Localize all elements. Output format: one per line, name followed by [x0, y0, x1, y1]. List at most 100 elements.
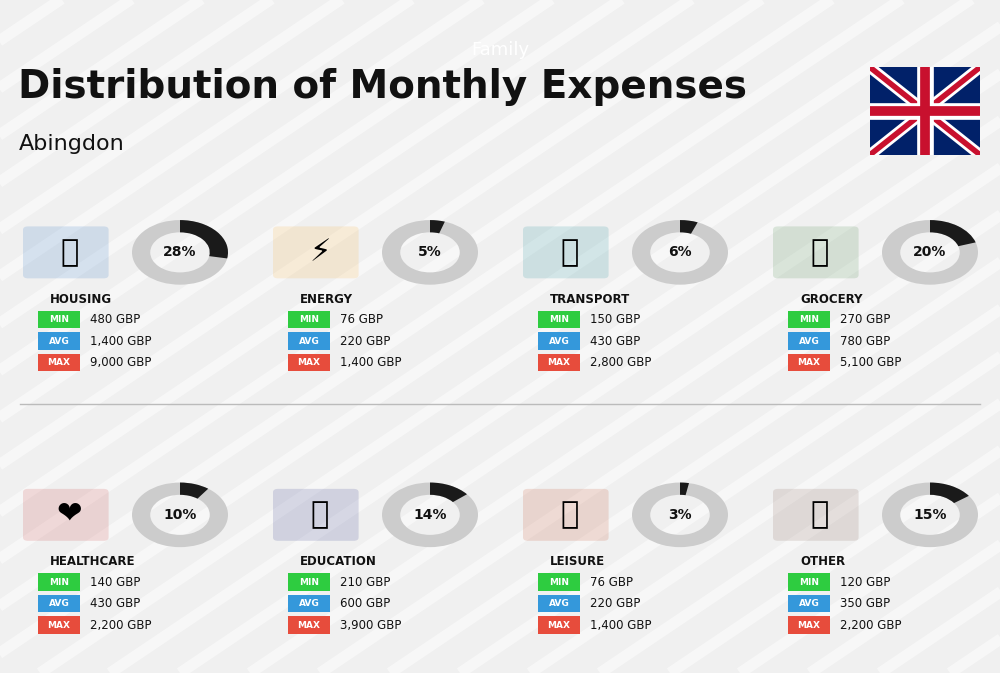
FancyBboxPatch shape — [38, 573, 80, 591]
Text: AVG: AVG — [799, 336, 819, 346]
Wedge shape — [382, 483, 478, 547]
Wedge shape — [132, 220, 228, 285]
Wedge shape — [180, 220, 228, 258]
Text: 1,400 GBP: 1,400 GBP — [590, 618, 652, 632]
Text: Family: Family — [471, 42, 529, 59]
Text: 9,000 GBP: 9,000 GBP — [90, 356, 151, 369]
Wedge shape — [382, 220, 478, 285]
Wedge shape — [430, 220, 445, 234]
Text: 💰: 💰 — [811, 500, 829, 530]
Text: AVG: AVG — [799, 599, 819, 608]
FancyBboxPatch shape — [38, 616, 80, 634]
Text: 220 GBP: 220 GBP — [590, 597, 640, 610]
FancyBboxPatch shape — [538, 595, 580, 612]
Wedge shape — [132, 483, 228, 547]
Text: 6%: 6% — [668, 246, 692, 259]
FancyBboxPatch shape — [788, 311, 830, 328]
FancyBboxPatch shape — [788, 332, 830, 350]
Text: 🛒: 🛒 — [811, 238, 829, 267]
Text: AVG: AVG — [49, 336, 69, 346]
Text: 1,400 GBP: 1,400 GBP — [340, 356, 402, 369]
Text: 780 GBP: 780 GBP — [840, 334, 890, 348]
Text: ENERGY: ENERGY — [300, 293, 353, 306]
Text: 270 GBP: 270 GBP — [840, 313, 890, 326]
Text: 1,400 GBP: 1,400 GBP — [90, 334, 152, 348]
FancyBboxPatch shape — [288, 616, 330, 634]
Text: AVG: AVG — [49, 599, 69, 608]
Text: 2,200 GBP: 2,200 GBP — [840, 618, 902, 632]
Text: MAX: MAX — [298, 621, 320, 630]
FancyBboxPatch shape — [788, 354, 830, 371]
Text: 🎓: 🎓 — [311, 500, 329, 530]
Text: 28%: 28% — [163, 246, 197, 259]
Text: 5%: 5% — [418, 246, 442, 259]
Text: MIN: MIN — [799, 577, 819, 587]
Text: GROCERY: GROCERY — [800, 293, 862, 306]
FancyBboxPatch shape — [773, 489, 859, 541]
FancyBboxPatch shape — [523, 226, 609, 279]
FancyBboxPatch shape — [538, 354, 580, 371]
Text: LEISURE: LEISURE — [550, 555, 605, 569]
Text: MAX: MAX — [798, 358, 820, 367]
Wedge shape — [930, 220, 976, 246]
Text: 2,800 GBP: 2,800 GBP — [590, 356, 651, 369]
FancyBboxPatch shape — [538, 616, 580, 634]
Text: 3,900 GBP: 3,900 GBP — [340, 618, 401, 632]
Text: 120 GBP: 120 GBP — [840, 575, 890, 589]
Wedge shape — [680, 483, 689, 495]
Text: 220 GBP: 220 GBP — [340, 334, 390, 348]
FancyBboxPatch shape — [788, 573, 830, 591]
FancyBboxPatch shape — [523, 489, 609, 541]
Wedge shape — [632, 220, 728, 285]
Text: MIN: MIN — [799, 315, 819, 324]
Text: MAX: MAX — [798, 621, 820, 630]
Wedge shape — [632, 483, 728, 547]
Text: MIN: MIN — [549, 577, 569, 587]
Text: MAX: MAX — [548, 358, 570, 367]
Wedge shape — [930, 483, 969, 503]
Text: 150 GBP: 150 GBP — [590, 313, 640, 326]
Text: MIN: MIN — [299, 315, 319, 324]
FancyBboxPatch shape — [288, 332, 330, 350]
FancyBboxPatch shape — [773, 226, 859, 279]
FancyBboxPatch shape — [38, 354, 80, 371]
Text: Distribution of Monthly Expenses: Distribution of Monthly Expenses — [18, 68, 748, 106]
Text: AVG: AVG — [549, 599, 569, 608]
Text: 430 GBP: 430 GBP — [590, 334, 640, 348]
Text: MIN: MIN — [49, 577, 69, 587]
Text: 🏢: 🏢 — [61, 238, 79, 267]
Text: 140 GBP: 140 GBP — [90, 575, 140, 589]
Text: 15%: 15% — [913, 508, 947, 522]
FancyBboxPatch shape — [538, 332, 580, 350]
FancyBboxPatch shape — [273, 226, 359, 279]
Text: EDUCATION: EDUCATION — [300, 555, 377, 569]
Text: AVG: AVG — [299, 599, 319, 608]
Text: ⚡: ⚡ — [309, 238, 331, 267]
Text: MAX: MAX — [298, 358, 320, 367]
Text: MIN: MIN — [299, 577, 319, 587]
Text: 🚌: 🚌 — [561, 238, 579, 267]
FancyBboxPatch shape — [288, 573, 330, 591]
Text: 10%: 10% — [163, 508, 197, 522]
FancyBboxPatch shape — [38, 332, 80, 350]
FancyBboxPatch shape — [38, 595, 80, 612]
Text: 20%: 20% — [913, 246, 947, 259]
Wedge shape — [180, 483, 208, 499]
FancyBboxPatch shape — [273, 489, 359, 541]
FancyBboxPatch shape — [870, 67, 980, 155]
Text: MAX: MAX — [48, 358, 70, 367]
FancyBboxPatch shape — [288, 311, 330, 328]
Text: 76 GBP: 76 GBP — [340, 313, 383, 326]
Text: 210 GBP: 210 GBP — [340, 575, 390, 589]
Text: MAX: MAX — [48, 621, 70, 630]
Text: 430 GBP: 430 GBP — [90, 597, 140, 610]
Text: 600 GBP: 600 GBP — [340, 597, 390, 610]
FancyBboxPatch shape — [538, 311, 580, 328]
Wedge shape — [680, 220, 698, 234]
Text: HEALTHCARE: HEALTHCARE — [50, 555, 136, 569]
Text: 🛍️: 🛍️ — [561, 500, 579, 530]
Text: 14%: 14% — [413, 508, 447, 522]
Text: MIN: MIN — [49, 315, 69, 324]
Text: 480 GBP: 480 GBP — [90, 313, 140, 326]
Wedge shape — [882, 483, 978, 547]
